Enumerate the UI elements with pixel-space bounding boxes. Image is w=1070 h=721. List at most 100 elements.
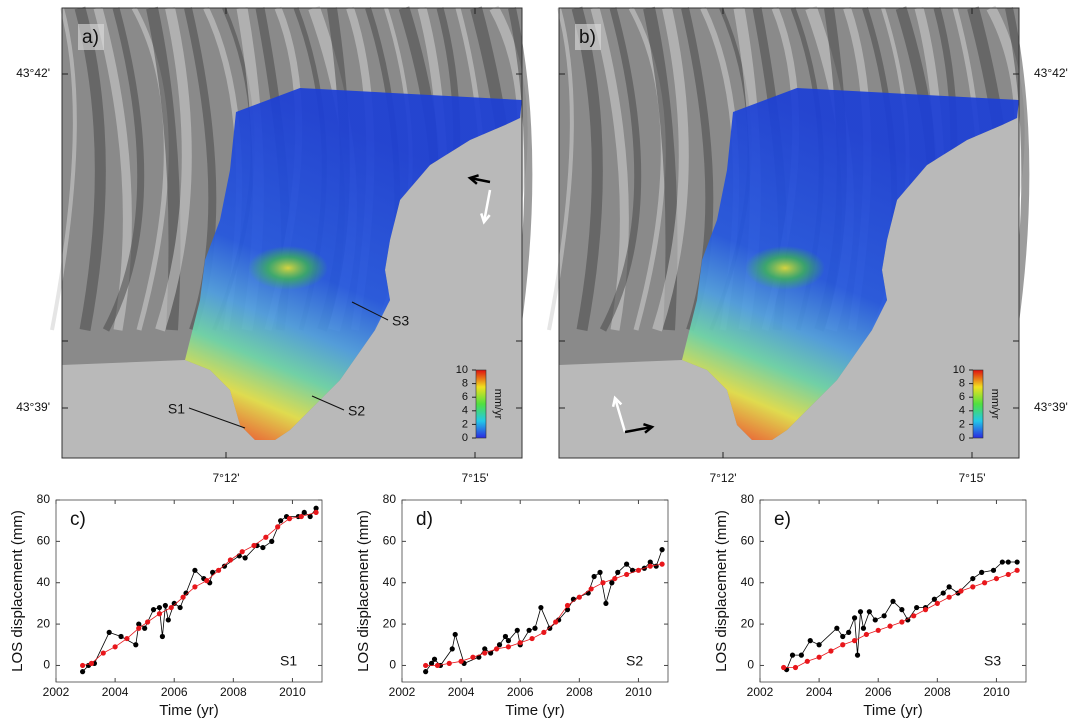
data-point xyxy=(851,638,858,644)
data-point xyxy=(609,580,615,586)
y-tick-label: 20 xyxy=(37,616,51,630)
data-point xyxy=(470,654,476,660)
data-point xyxy=(603,600,609,607)
data-point xyxy=(840,642,846,648)
data-point xyxy=(612,575,618,582)
latitude-label: 43°42' xyxy=(1034,66,1068,80)
data-point xyxy=(532,625,538,631)
data-point xyxy=(872,617,878,623)
data-point xyxy=(564,607,571,613)
x-tick-label: 2006 xyxy=(865,685,892,699)
data-point xyxy=(624,571,630,578)
data-point xyxy=(428,660,435,666)
data-point xyxy=(80,669,86,675)
site-label: S3 xyxy=(392,313,409,329)
data-point xyxy=(659,561,665,567)
plot-frame xyxy=(55,499,323,683)
data-point xyxy=(564,602,571,609)
x-axis-label: Time (yr) xyxy=(505,702,564,719)
data-point xyxy=(423,662,429,669)
look-arrow xyxy=(613,397,627,433)
colorbar-tick-label: 10 xyxy=(953,364,965,376)
data-point xyxy=(792,664,799,671)
time-series-panel: 0 20 40 60 80 2002 2004 2006 2008 2010 Time (yr) LO… xyxy=(9,492,323,719)
data-point xyxy=(807,638,813,644)
data-point xyxy=(863,631,870,638)
data-point xyxy=(221,563,228,569)
data-point xyxy=(156,611,163,617)
data-point xyxy=(263,534,269,540)
data-point xyxy=(597,569,603,575)
data-point xyxy=(990,567,997,573)
x-tick-label: 2008 xyxy=(220,685,247,699)
data-point xyxy=(600,580,606,586)
data-point xyxy=(136,625,142,631)
site-leader xyxy=(188,407,246,429)
data-point xyxy=(313,505,319,511)
data-point xyxy=(505,638,511,644)
y-tick-label: 60 xyxy=(37,534,51,548)
data-point xyxy=(269,538,275,544)
data-point xyxy=(260,544,266,551)
colorbar-tick-label: 10 xyxy=(456,364,468,376)
data-point xyxy=(946,584,952,590)
data-point xyxy=(458,658,464,664)
data-point xyxy=(526,627,532,633)
data-point xyxy=(958,588,964,594)
site-label: S1 xyxy=(168,401,185,417)
data-point xyxy=(653,563,659,569)
longitude-label: 7°12' xyxy=(709,471,736,485)
data-point xyxy=(150,607,157,613)
x-tick-label: 2010 xyxy=(983,685,1010,699)
data-point xyxy=(816,654,822,660)
y-tick-label: 80 xyxy=(383,492,397,506)
data-point xyxy=(423,669,429,675)
data-point xyxy=(177,604,183,611)
longitude-label: 7°12' xyxy=(212,471,239,485)
data-point xyxy=(789,652,796,658)
data-point xyxy=(999,559,1005,565)
data-point xyxy=(165,617,171,623)
x-tick-label: 2002 xyxy=(747,685,774,699)
plot-frame xyxy=(401,499,669,683)
y-axis-label: LOS displacement (mm) xyxy=(9,510,26,672)
longitude-label: 7°15' xyxy=(958,471,985,485)
data-point xyxy=(899,607,905,613)
y-tick-label: 20 xyxy=(383,616,397,630)
data-point xyxy=(159,633,165,640)
data-point xyxy=(854,652,861,658)
data-point xyxy=(624,561,630,567)
data-point xyxy=(100,650,106,656)
arrow-head xyxy=(480,213,491,225)
data-point xyxy=(970,584,976,590)
data-point xyxy=(502,633,509,640)
data-point xyxy=(940,590,946,596)
data-point xyxy=(278,518,284,524)
data-point xyxy=(538,604,544,611)
data-point xyxy=(210,569,216,575)
series-line xyxy=(425,549,663,672)
time-series-panel: 0 20 40 60 80 2002 2004 2006 2008 2010 Time (yr) LO… xyxy=(713,492,1027,719)
y-tick-label: 20 xyxy=(741,616,755,630)
colorbar-tick-label: 2 xyxy=(959,418,965,430)
site-leader xyxy=(311,395,345,411)
data-point xyxy=(215,567,222,573)
data-point xyxy=(431,656,438,662)
data-point xyxy=(993,575,1000,582)
data-point xyxy=(1005,571,1011,578)
data-point xyxy=(514,627,520,633)
data-point xyxy=(505,644,511,650)
sea xyxy=(62,118,522,458)
data-point xyxy=(286,516,293,522)
data-point xyxy=(979,569,985,575)
look-arrow xyxy=(469,176,491,184)
y-tick-label: 80 xyxy=(37,492,51,506)
data-point xyxy=(541,629,547,635)
data-point xyxy=(124,635,130,642)
insar-velocity xyxy=(185,88,522,440)
data-point xyxy=(804,658,810,664)
x-tick-label: 2002 xyxy=(43,685,70,699)
ridge xyxy=(652,6,689,332)
look-arrow xyxy=(482,189,492,223)
